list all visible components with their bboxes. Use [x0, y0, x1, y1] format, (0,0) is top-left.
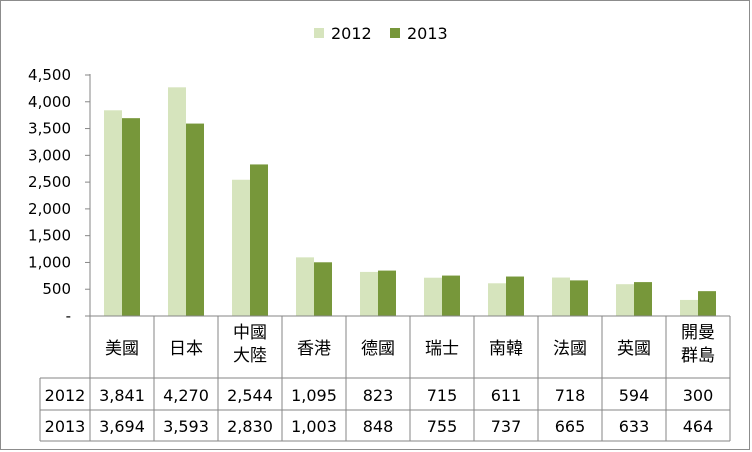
bar-2012-6	[488, 283, 506, 316]
y-tick-label: 2,500	[28, 173, 71, 191]
data-label-2012-7: 718	[555, 386, 586, 405]
bar-2013-5	[442, 275, 460, 316]
bar-2012-5	[424, 277, 442, 316]
category-label-1: 日本	[169, 339, 203, 359]
table-row-header-2013: 2013	[45, 417, 86, 436]
bar-2012-1	[168, 87, 186, 316]
y-tick-label: 4,000	[28, 93, 71, 111]
bar-2013-6	[506, 276, 524, 316]
category-label-6: 南韓	[489, 339, 523, 359]
bar-2012-9	[680, 299, 698, 316]
category-label-3: 香港	[297, 339, 331, 359]
bar-2013-3	[314, 262, 332, 316]
data-label-2012-1: 4,270	[163, 386, 209, 405]
data-label-2012-5: 715	[427, 386, 458, 405]
bar-2013-0	[122, 118, 140, 317]
category-label-2: 中國大陸	[233, 323, 267, 366]
y-tick-label: 3,500	[28, 120, 71, 138]
data-label-2012-3: 1,095	[291, 386, 337, 405]
y-tick-label: -	[66, 307, 71, 325]
bar-2013-7	[570, 280, 588, 316]
y-tick-label: 1,000	[28, 253, 71, 271]
bar-2012-4	[360, 271, 378, 316]
category-label-8: 英國	[617, 339, 651, 359]
data-label-2013-7: 665	[555, 417, 586, 436]
bar-2012-2	[232, 179, 250, 316]
legend-swatch-2012	[314, 28, 324, 38]
legend-label-2013: 2013	[407, 24, 448, 43]
data-label-2012-4: 823	[363, 386, 394, 405]
y-tick-label: 3,000	[28, 146, 71, 164]
y-tick-label: 2,000	[28, 200, 71, 218]
data-label-2012-6: 611	[491, 386, 522, 405]
legend-swatch-2013	[390, 28, 400, 38]
category-label-7: 法國	[553, 339, 587, 359]
data-label-2012-0: 3,841	[99, 386, 145, 405]
category-label-0: 美國	[105, 339, 139, 359]
bar-2012-3	[296, 257, 314, 316]
y-tick-label: 1,500	[28, 227, 71, 245]
y-tick-label: 500	[42, 280, 71, 298]
category-label-9: 開曼群島	[681, 323, 715, 366]
data-label-2012-9: 300	[683, 386, 714, 405]
bar-2013-8	[634, 282, 652, 316]
data-label-2013-0: 3,694	[99, 417, 145, 436]
table-row-header-2012: 2012	[45, 386, 86, 405]
data-label-2012-2: 2,544	[227, 386, 273, 405]
y-tick-label: 4,500	[28, 66, 71, 84]
data-label-2013-6: 737	[491, 417, 522, 436]
bar-2013-1	[186, 123, 204, 316]
bar-2013-2	[250, 164, 268, 316]
data-label-2013-3: 1,003	[291, 417, 337, 436]
data-label-2013-1: 3,593	[163, 417, 209, 436]
bar-2013-9	[698, 291, 716, 316]
data-label-2013-8: 633	[619, 417, 650, 436]
data-label-2013-9: 464	[683, 417, 714, 436]
legend-label-2012: 2012	[331, 24, 372, 43]
category-label-5: 瑞士	[425, 339, 459, 359]
data-label-2013-5: 755	[427, 417, 458, 436]
bar-2013-4	[378, 270, 396, 316]
category-label-4: 德國	[361, 339, 395, 359]
bar-2012-8	[616, 284, 634, 316]
bar-2012-7	[552, 277, 570, 316]
data-label-2012-8: 594	[619, 386, 650, 405]
data-label-2013-2: 2,830	[227, 417, 273, 436]
data-label-2013-4: 848	[363, 417, 394, 436]
bar-2012-0	[104, 110, 122, 316]
